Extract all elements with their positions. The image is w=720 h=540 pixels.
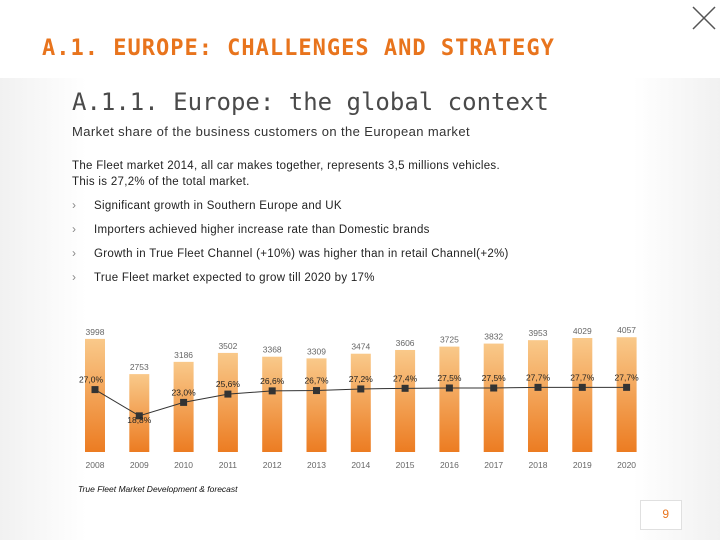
share-label: 18,8% xyxy=(127,415,152,425)
share-marker xyxy=(180,398,188,406)
chart-caption: True Fleet Market Development & forecast xyxy=(78,484,238,494)
bullet-text: Growth in True Fleet Channel (+10%) was … xyxy=(94,248,509,260)
chevron-right-icon: › xyxy=(72,270,77,284)
year-label: 2014 xyxy=(351,460,370,470)
year-label: 2018 xyxy=(529,460,548,470)
share-marker xyxy=(268,387,276,395)
share-marker xyxy=(578,383,586,391)
section-title: A.1. EUROPE: CHALLENGES AND STRATEGY xyxy=(42,36,555,61)
bar-value-label: 4057 xyxy=(617,325,636,335)
share-label: 27,5% xyxy=(437,373,462,383)
year-label: 2013 xyxy=(307,460,326,470)
bar-value-label: 3606 xyxy=(396,338,415,348)
bar-value-label: 3998 xyxy=(86,327,105,337)
chevron-right-icon: › xyxy=(72,246,77,260)
bullet-text: Importers achieved higher increase rate … xyxy=(94,224,430,236)
bar-value-label: 3832 xyxy=(484,332,503,342)
share-label: 27,7% xyxy=(526,372,551,382)
share-label: 27,7% xyxy=(570,372,595,382)
year-label: 2011 xyxy=(219,460,238,470)
bar-value-label: 2753 xyxy=(130,362,149,372)
chevron-right-icon: › xyxy=(72,222,77,236)
page-number-box: 9 xyxy=(640,500,682,530)
share-label: 23,0% xyxy=(172,387,197,397)
year-label: 2008 xyxy=(86,460,105,470)
bullet-text: True Fleet market expected to grow till … xyxy=(94,272,375,284)
bar-value-label: 3368 xyxy=(263,345,282,355)
bar xyxy=(528,340,548,452)
share-marker xyxy=(224,390,232,398)
bullet-item: › Significant growth in Southern Europe a… xyxy=(72,198,509,222)
share-marker xyxy=(91,386,99,394)
share-label: 26,6% xyxy=(260,376,285,386)
bar xyxy=(439,346,460,452)
bar-value-label: 3309 xyxy=(307,346,326,356)
bar xyxy=(483,343,504,452)
header-band xyxy=(0,0,720,78)
share-label: 27,2% xyxy=(349,374,374,384)
share-marker xyxy=(534,383,542,391)
share-label: 27,7% xyxy=(615,372,640,382)
bullet-list: › Significant growth in Southern Europe a… xyxy=(72,198,509,294)
year-label: 2015 xyxy=(396,460,415,470)
share-label: 26,7% xyxy=(304,376,329,386)
year-label: 2020 xyxy=(617,460,636,470)
share-marker xyxy=(135,412,143,420)
bar xyxy=(262,356,283,452)
intro-line-2: This is 27,2% of the total market. xyxy=(72,176,250,188)
slide-subtitle: A.1.1. Europe: the global context xyxy=(72,88,549,116)
share-marker xyxy=(445,384,453,392)
content-background xyxy=(0,78,720,540)
year-label: 2010 xyxy=(174,460,193,470)
bullet-text: Significant growth in Southern Europe an… xyxy=(94,200,342,212)
bar xyxy=(217,352,238,452)
bar-value-label: 3186 xyxy=(174,350,193,360)
year-label: 2012 xyxy=(263,460,282,470)
bar-value-label: 4029 xyxy=(573,326,592,336)
bar-value-label: 3474 xyxy=(351,342,370,352)
share-label: 25,6% xyxy=(216,379,241,389)
bar xyxy=(350,353,371,452)
year-label: 2016 xyxy=(440,460,459,470)
fleet-market-chart: 3998 2008 2753 2009 3186 2010 3502 2011 3368 2012… xyxy=(79,325,640,470)
bar-value-label: 3725 xyxy=(440,335,459,345)
bar xyxy=(395,349,416,452)
bar xyxy=(616,337,637,452)
share-marker xyxy=(313,387,320,395)
chevron-right-icon: › xyxy=(72,198,77,212)
bar-value-label: 3953 xyxy=(529,328,548,338)
year-label: 2017 xyxy=(484,460,503,470)
share-marker xyxy=(357,385,365,393)
bullet-item: › Growth in True Fleet Channel (+10%) was… xyxy=(72,246,509,270)
page-number: 9 xyxy=(662,507,669,521)
intro-line-1: The Fleet market 2014, all car makes tog… xyxy=(72,160,500,172)
slide-subheading: Market share of the business customers o… xyxy=(72,124,470,139)
bar xyxy=(306,358,327,452)
share-marker xyxy=(401,384,409,392)
share-label: 27,0% xyxy=(79,375,104,385)
year-label: 2009 xyxy=(130,460,149,470)
bar-value-label: 3502 xyxy=(218,341,237,351)
year-label: 2019 xyxy=(573,460,592,470)
share-marker xyxy=(490,384,498,392)
close-icon[interactable] xyxy=(690,4,718,32)
share-label: 27,5% xyxy=(482,373,507,383)
bar xyxy=(572,338,593,452)
bar xyxy=(173,361,194,452)
share-label: 27,4% xyxy=(393,373,418,383)
share-marker xyxy=(623,383,631,391)
bullet-item: › True Fleet market expected to grow till… xyxy=(72,270,509,294)
bar xyxy=(85,338,105,452)
bullet-item: › Importers achieved higher increase rate… xyxy=(72,222,509,246)
intro-text: The Fleet market 2014, all car makes tog… xyxy=(72,158,500,190)
